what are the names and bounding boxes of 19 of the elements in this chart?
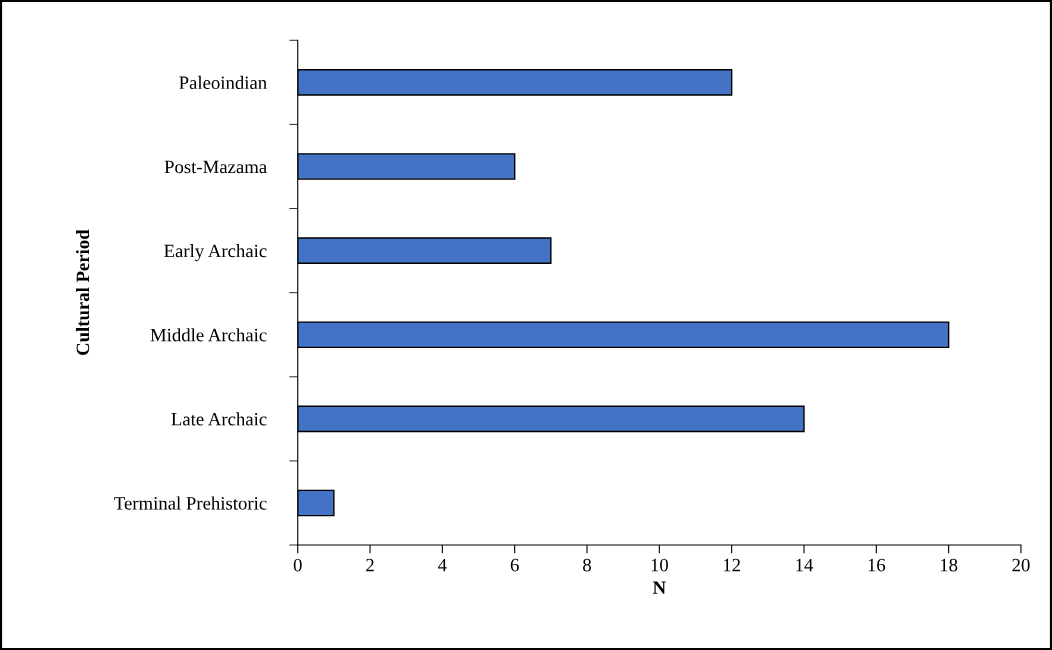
x-tick-label: 8 — [583, 558, 591, 572]
y-tick-label: Terminal Prehistoric — [114, 496, 267, 510]
x-tick-label: 10 — [651, 558, 668, 572]
y-tick-label: Paleoindian — [179, 75, 267, 90]
x-tick-label: 0 — [293, 558, 302, 572]
y-tick-label: Late Archaic — [171, 412, 267, 426]
x-axis-title: N — [652, 581, 666, 594]
y-axis-title: Cultural Period — [76, 229, 90, 356]
x-tick-label: 2 — [366, 558, 374, 572]
x-tick-label: 20 — [1012, 558, 1030, 572]
x-tick-label: 14 — [796, 558, 814, 572]
x-tick-label: 18 — [940, 558, 958, 572]
x-tick-label: 12 — [723, 558, 741, 572]
x-tick-label: 16 — [868, 558, 886, 572]
y-tick-label: Early Archaic — [164, 244, 267, 262]
y-tick-label: Middle Archaic — [150, 328, 267, 342]
x-tick-label: 4 — [438, 558, 447, 572]
y-tick-label: Post-Mazama — [164, 160, 267, 174]
x-tick-label: 6 — [510, 558, 519, 572]
